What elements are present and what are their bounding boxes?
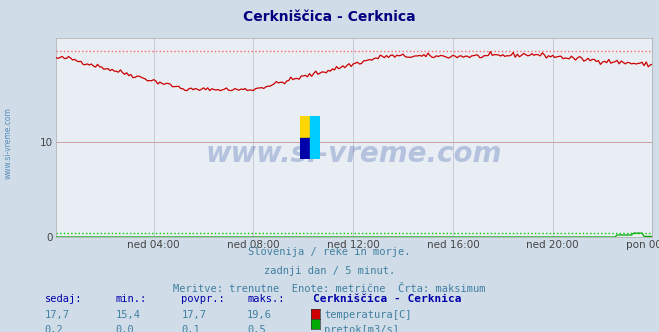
Text: 17,7: 17,7 [45, 310, 70, 320]
Text: 0,1: 0,1 [181, 325, 200, 332]
Text: pretok[m3/s]: pretok[m3/s] [324, 325, 399, 332]
Bar [310, 138, 320, 159]
Text: sedaj:: sedaj: [45, 294, 82, 304]
Text: 19,6: 19,6 [247, 310, 272, 320]
Text: 17,7: 17,7 [181, 310, 206, 320]
Bar [300, 138, 310, 159]
Text: zadnji dan / 5 minut.: zadnji dan / 5 minut. [264, 266, 395, 276]
Text: maks.:: maks.: [247, 294, 285, 304]
Text: Cerkniščica - Cerknica: Cerkniščica - Cerknica [243, 10, 416, 24]
Text: povpr.:: povpr.: [181, 294, 225, 304]
Bar [310, 116, 320, 138]
Text: 0,0: 0,0 [115, 325, 134, 332]
Text: 0,5: 0,5 [247, 325, 266, 332]
Bar [300, 116, 310, 138]
Text: 0,2: 0,2 [45, 325, 63, 332]
Text: min.:: min.: [115, 294, 146, 304]
Text: www.si-vreme.com: www.si-vreme.com [3, 107, 13, 179]
Text: Cerkniščica - Cerknica: Cerkniščica - Cerknica [313, 294, 461, 304]
Text: 15,4: 15,4 [115, 310, 140, 320]
Text: Slovenija / reke in morje.: Slovenija / reke in morje. [248, 247, 411, 257]
Text: temperatura[C]: temperatura[C] [324, 310, 412, 320]
Text: www.si-vreme.com: www.si-vreme.com [206, 140, 502, 168]
Text: Meritve: trenutne  Enote: metrične  Črta: maksimum: Meritve: trenutne Enote: metrične Črta: … [173, 284, 486, 294]
